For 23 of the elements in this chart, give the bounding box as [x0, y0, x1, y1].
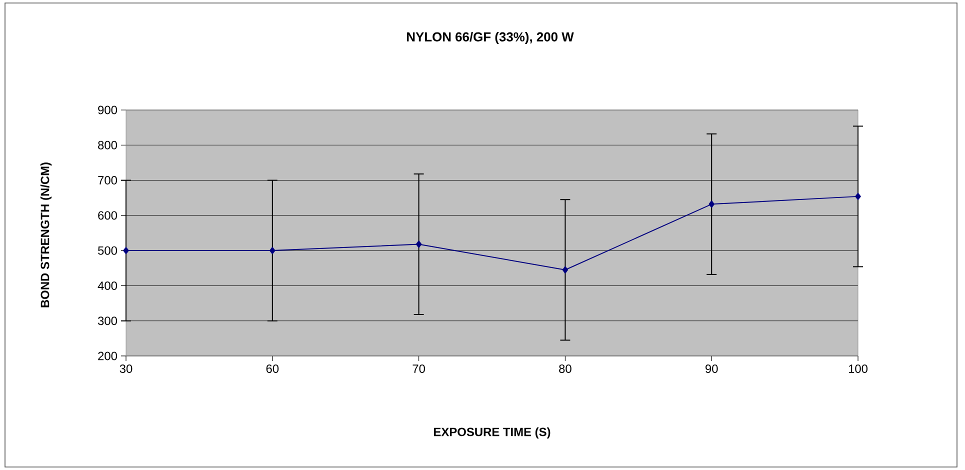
y-tick-label: 500 — [98, 246, 118, 255]
y-tick-label: 800 — [98, 140, 118, 150]
point — [270, 246, 276, 254]
x-tick-label: 100 — [848, 364, 868, 373]
x-tick-label: 30 — [120, 364, 132, 373]
y-tick-label: 300 — [98, 316, 118, 326]
y-tick-label: 700 — [98, 176, 118, 184]
point — [562, 266, 568, 274]
x-tick-label: 90 — [706, 364, 718, 373]
y-tick-label: 400 — [98, 281, 118, 290]
x-tick-label: 80 — [559, 364, 572, 373]
point — [123, 246, 129, 254]
y-tick-label: 900 — [98, 106, 118, 114]
y-tick-label: 200 — [98, 352, 118, 360]
x-axis-title: EXPOSURE TIME (S) — [434, 427, 550, 439]
x-tick-label: 60 — [266, 364, 279, 373]
chart-title: NYLON 66/GF (33%), 200 W — [407, 32, 574, 44]
y-axis-title: BOND STRENGTH (N/CM) — [40, 162, 52, 308]
point — [708, 200, 714, 208]
x-tick-label: 70 — [412, 364, 425, 373]
point — [416, 240, 422, 248]
point — [855, 192, 861, 200]
y-tick-label: 600 — [98, 211, 118, 220]
